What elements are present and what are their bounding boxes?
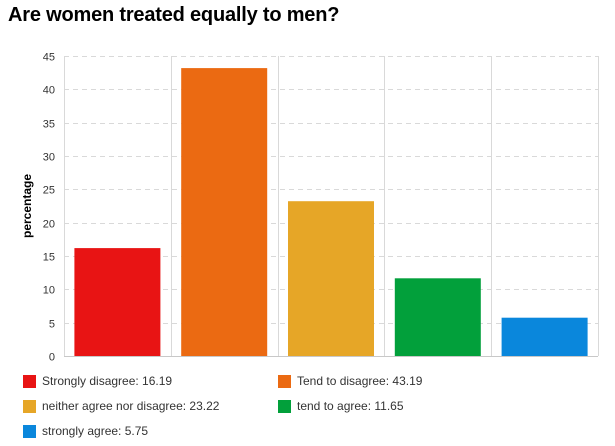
- y-tick-label: 45: [43, 52, 55, 64]
- y-tick-label: 40: [43, 85, 55, 97]
- y-tick-label: 0: [49, 352, 55, 364]
- bar-neither-agree-nor-disagree[interactable]: [288, 201, 374, 356]
- y-axis-label: percentage: [20, 174, 34, 238]
- legend-item-tend-to-agree[interactable]: tend to agree: 11.65: [278, 399, 404, 413]
- grid-lines: [64, 56, 599, 356]
- y-tick-label: 25: [43, 185, 55, 197]
- legend-label: Tend to disagree: 43.19: [297, 374, 423, 388]
- y-tick-label: 35: [43, 119, 55, 131]
- legend-swatch: [278, 374, 291, 388]
- legend-swatch: [23, 424, 36, 438]
- legend-item-strongly-disagree[interactable]: Strongly disagree: 16.19: [23, 374, 172, 388]
- legend-swatch: [23, 399, 36, 413]
- legend-swatch: [278, 399, 291, 413]
- legend-item-strongly-agree[interactable]: strongly agree: 5.75: [23, 424, 148, 438]
- bar-strongly-disagree[interactable]: [74, 248, 161, 356]
- chart-title: Are women treated equally to men?: [8, 4, 340, 26]
- legend-label: Strongly disagree: 16.19: [42, 374, 173, 388]
- legend-label: tend to agree: 11.65: [297, 399, 404, 413]
- bars: [74, 68, 588, 356]
- legend-item-neither[interactable]: neither agree nor disagree: 23.22: [23, 399, 219, 413]
- legend-label: neither agree nor disagree: 23.22: [42, 399, 220, 413]
- y-tick-label: 5: [49, 319, 55, 331]
- legend-label: strongly agree: 5.75: [42, 424, 149, 438]
- y-tick-label: 30: [43, 152, 55, 164]
- bar-tend-to-disagree[interactable]: [181, 68, 268, 356]
- axes: 0 5 10 15 20 25 30 35 40 45: [43, 52, 598, 364]
- bar-strongly-agree[interactable]: [501, 317, 588, 356]
- y-tick-label: 20: [43, 219, 55, 231]
- y-tick-label: 10: [43, 285, 55, 297]
- bar-tend-to-agree[interactable]: [394, 278, 481, 356]
- legend-swatch: [23, 374, 36, 388]
- y-tick-label: 15: [43, 252, 55, 264]
- legend-item-tend-to-disagree[interactable]: Tend to disagree: 43.19: [278, 374, 422, 388]
